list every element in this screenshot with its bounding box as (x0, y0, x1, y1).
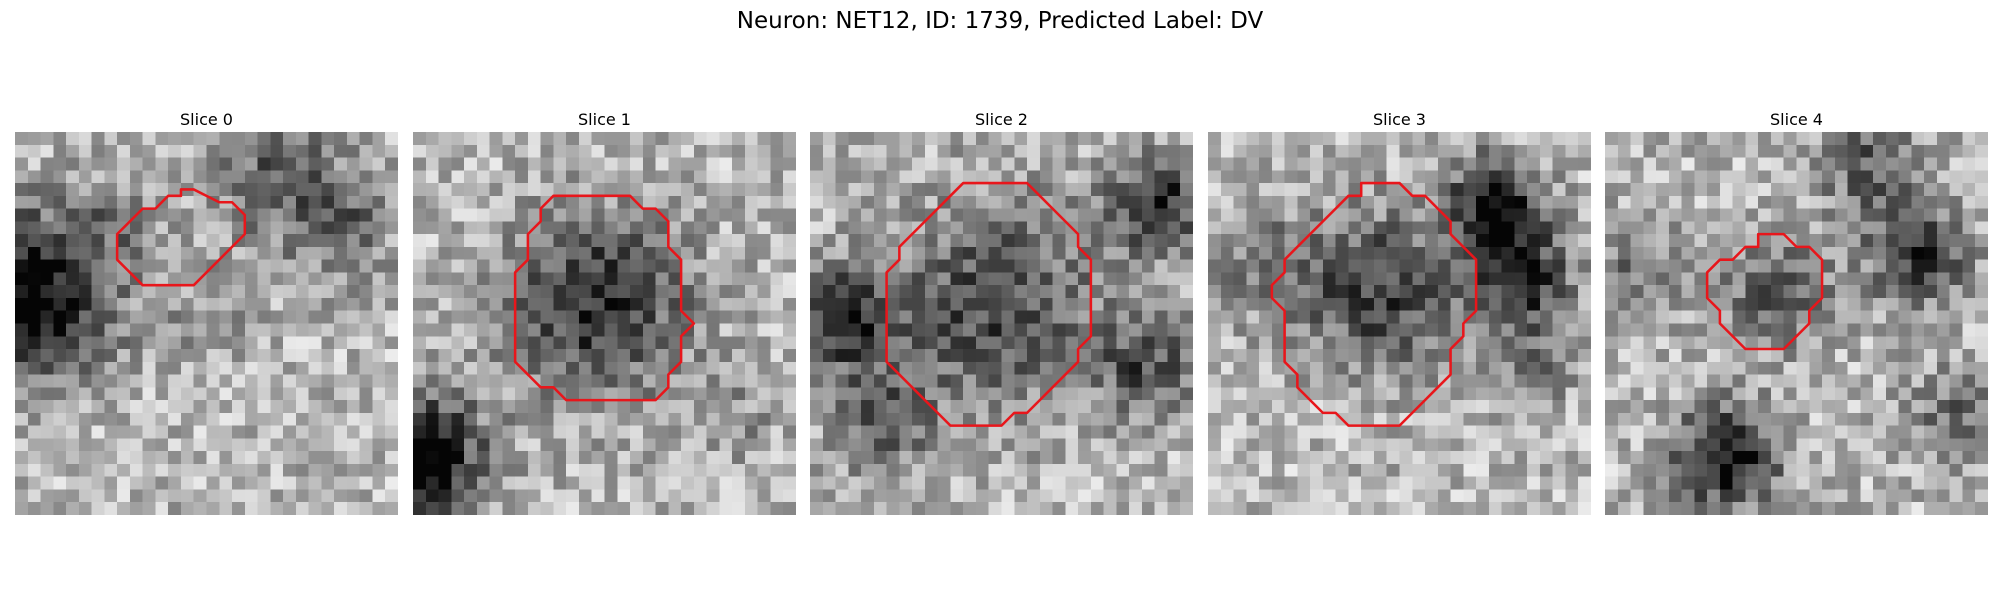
neuron-contour (513, 194, 696, 402)
slice-image (810, 132, 1193, 515)
neuron-contour (885, 181, 1093, 427)
slice-title: Slice 2 (975, 110, 1028, 129)
slice-title: Slice 0 (180, 110, 233, 129)
neuron-contour (1270, 181, 1478, 427)
figure-title: Neuron: NET12, ID: 1739, Predicted Label… (736, 8, 1264, 34)
slice-image (15, 132, 398, 515)
slice-title: Slice 3 (1373, 110, 1426, 129)
slice-panel: Slice 1 (413, 108, 796, 515)
slice-panel: Slice 3 (1208, 108, 1591, 515)
grayscale-pixels (1605, 132, 1988, 515)
grayscale-pixels (15, 132, 398, 515)
neuron-contour (115, 188, 247, 287)
neuron-contour (1705, 232, 1824, 351)
slice-title: Slice 4 (1770, 110, 1823, 129)
slice-image (413, 132, 796, 515)
slice-image (1605, 132, 1988, 515)
slice-title: Slice 1 (578, 110, 631, 129)
grayscale-pixels (810, 132, 1193, 515)
slice-panel: Slice 4 (1605, 108, 1988, 515)
grayscale-pixels (1208, 132, 1591, 515)
slice-panel: Slice 2 (810, 108, 1193, 515)
slice-image (1208, 132, 1591, 515)
grayscale-pixels (413, 132, 796, 515)
slice-panel: Slice 0 (15, 108, 398, 515)
